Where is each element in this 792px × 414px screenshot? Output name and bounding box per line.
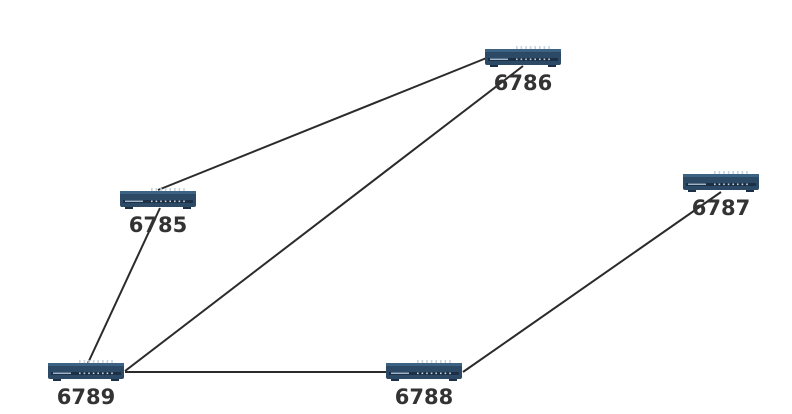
- node-6789[interactable]: 6789: [48, 360, 124, 409]
- network-switch-icon: [485, 46, 561, 67]
- network-switch-icon: [120, 188, 196, 209]
- node-6787[interactable]: 6787: [683, 171, 759, 220]
- network-switch-icon: [386, 360, 462, 381]
- edge-6785-6789: [87, 207, 161, 364]
- node-label-6785: 6785: [129, 213, 187, 237]
- node-layer: 6786 6785 6787 6789 6788: [48, 46, 759, 409]
- network-switch-icon: [683, 171, 759, 192]
- edge-layer: [87, 56, 722, 373]
- node-6788[interactable]: 6788: [386, 360, 462, 409]
- node-6785[interactable]: 6785: [120, 188, 196, 237]
- node-label-6789: 6789: [57, 385, 115, 409]
- node-6786[interactable]: 6786: [485, 46, 561, 95]
- node-label-6788: 6788: [395, 385, 453, 409]
- node-label-6786: 6786: [494, 71, 552, 95]
- edge-6789-6786: [124, 65, 524, 372]
- edge-6788-6787: [462, 191, 722, 373]
- node-label-6787: 6787: [692, 196, 750, 220]
- network-switch-icon: [48, 360, 124, 381]
- edge-6785-6786: [157, 56, 490, 191]
